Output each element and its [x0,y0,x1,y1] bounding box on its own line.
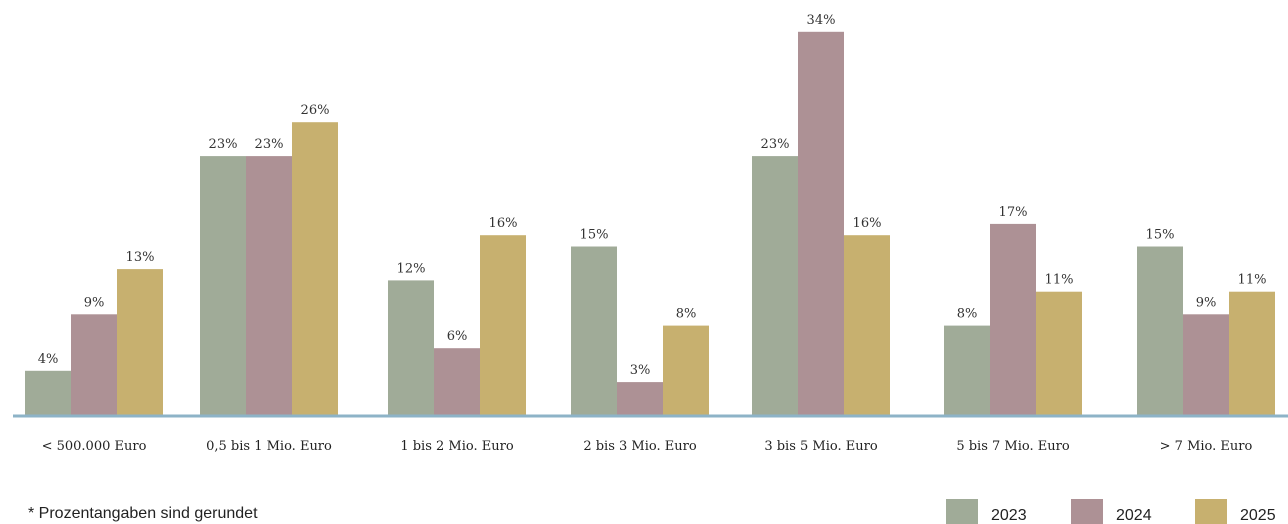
bar-2023-6 [944,325,990,416]
data-label-2023-6: 8% [957,307,978,322]
bar-2025-3 [480,235,526,416]
data-label-2024-7: 9% [1196,295,1217,310]
data-label-2025-6: 11% [1045,273,1074,288]
bar-2024-2 [246,156,292,416]
x-tick-label-1: < 500.000 Euro [42,439,147,454]
data-label-2024-6: 17% [999,205,1028,220]
legend: 2023 2024 2025 [946,499,1276,524]
bar-2023-1 [25,370,71,416]
x-tick-label-2: 0,5 bis 1 Mio. Euro [206,439,332,454]
data-label-2025-2: 26% [301,103,330,118]
data-label-2025-3: 16% [489,216,518,231]
bar-2024-1 [71,314,117,416]
bar-2025-2 [292,122,338,416]
bar-2023-3 [388,280,434,416]
bar-2024-6 [990,223,1036,416]
data-label-2023-7: 15% [1146,228,1175,243]
data-label-2024-5: 34% [807,13,836,28]
data-label-2024-4: 3% [630,363,651,378]
bar-2025-4 [663,325,709,416]
bar-2023-7 [1137,246,1183,416]
legend-label-2024: 2024 [1116,507,1152,524]
legend-label-2025: 2025 [1240,507,1276,524]
bar-2024-4 [617,382,663,416]
data-label-2023-1: 4% [38,352,59,367]
bar-2024-5 [798,31,844,417]
data-label-2024-1: 9% [84,295,105,310]
bar-2025-5 [844,235,890,416]
data-label-2023-3: 12% [397,261,426,276]
bars-layer [25,31,1275,417]
data-label-2024-2: 23% [255,137,284,152]
data-label-2023-5: 23% [761,137,790,152]
x-tick-label-4: 2 bis 3 Mio. Euro [583,439,696,454]
bar-2023-2 [200,156,246,416]
data-label-2025-1: 13% [126,250,155,265]
data-label-2023-4: 15% [580,228,609,243]
data-label-2025-4: 8% [676,307,697,322]
legend-swatch-2023 [946,499,978,524]
x-tick-label-3: 1 bis 2 Mio. Euro [400,439,513,454]
legend-label-2023: 2023 [991,507,1027,524]
bar-2023-5 [752,156,798,416]
bar-2024-3 [434,348,480,416]
bar-2025-7 [1229,291,1275,416]
x-tick-label-5: 3 bis 5 Mio. Euro [764,439,877,454]
x-tick-label-6: 5 bis 7 Mio. Euro [956,439,1069,454]
data-labels-layer: 4% 9% 13% 23% 23% 26% 12% 6% 16% 15% 3% 8% 23% 34% 16%… [38,13,1267,378]
data-label-2025-5: 16% [853,216,882,231]
x-tick-label-7: > 7 Mio. Euro [1160,439,1253,454]
data-label-2025-7: 11% [1238,273,1267,288]
legend-swatch-2024 [1071,499,1103,524]
bar-2023-4 [571,246,617,416]
data-label-2023-2: 23% [209,137,238,152]
x-tick-labels: < 500.000 Euro 0,5 bis 1 Mio. Euro 1 bis 2… [42,439,1253,454]
bar-2025-1 [117,269,163,416]
bar-2025-6 [1036,291,1082,416]
legend-swatch-2025 [1195,499,1227,524]
data-label-2024-3: 6% [447,329,468,344]
footnote: * Prozentangaben sind gerundet [28,505,258,522]
bar-2024-7 [1183,314,1229,416]
